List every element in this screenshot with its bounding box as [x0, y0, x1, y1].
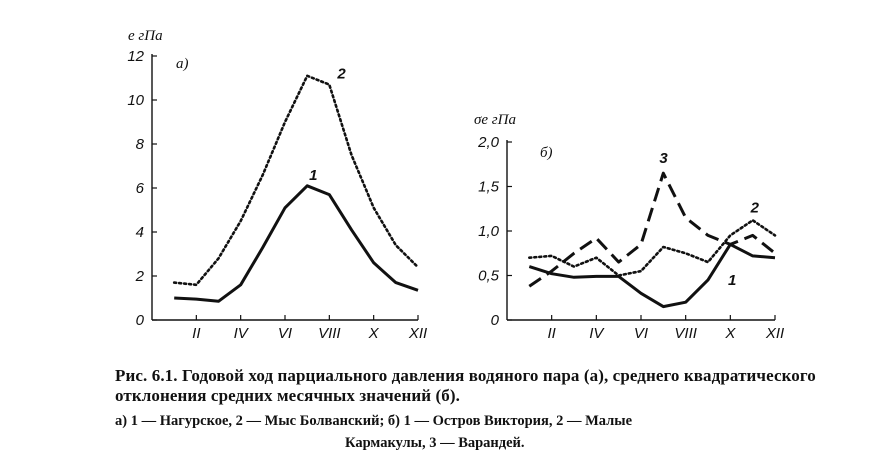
legend-caption-line-2: Кармакулы, 3 — Варандей. [345, 435, 525, 451]
series-line-2 [172, 74, 420, 287]
x-tick-label: II [192, 325, 200, 342]
y-tick-label: 10 [127, 92, 144, 109]
x-tick-label: VI [634, 325, 648, 342]
x-tick-label: VI [278, 325, 292, 342]
series-line-2 [527, 219, 777, 277]
y-axis-title: e гПа [128, 28, 163, 44]
y-tick-label: 1,5 [478, 179, 500, 196]
x-tick-label: VIII [674, 325, 697, 342]
panel-label: б) [540, 145, 553, 161]
series-label-1: 1 [728, 272, 736, 289]
legend-caption-line-1: а) 1 — Нагурское, 2 — Мыс Болванский; б)… [115, 413, 633, 429]
y-tick-label: 12 [127, 48, 144, 65]
series-label-1: 1 [309, 167, 317, 184]
x-tick-label: II [547, 325, 555, 342]
x-tick-label: X [724, 325, 736, 342]
x-tick-label: VIII [318, 325, 341, 342]
y-tick-label: 0 [491, 312, 500, 329]
y-axis-title: σe гПа [474, 112, 516, 128]
y-tick-label: 2 [135, 268, 145, 285]
panel-b: 0 0,5 1,0 1,5 2,0 II IV VI VIII X XII σe гПа б) 1 2 3 [474, 112, 784, 342]
figure-caption: Рис. 6.1. Годовой ход парциального давле… [115, 366, 816, 405]
x-tick-label: IV [589, 325, 605, 342]
series-label-3: 3 [659, 150, 668, 167]
y-tick-label: 4 [136, 224, 144, 241]
y-tick-label: 2,0 [477, 134, 500, 151]
figure-legend-caption: а) 1 — Нагурское, 2 — Мыс Болванский; б)… [115, 410, 835, 454]
series-label-2: 2 [336, 66, 346, 83]
x-tick-label: IV [234, 325, 250, 342]
y-tick-label: 0 [136, 312, 145, 329]
x-tick-label: X [368, 325, 380, 342]
y-tick-label: 6 [136, 180, 145, 197]
x-tick-label: XII [408, 325, 427, 342]
panel-label: а) [176, 56, 189, 72]
y-tick-label: 0,5 [478, 268, 500, 285]
y-tick-label: 8 [136, 136, 145, 153]
series-label-2: 2 [750, 199, 760, 216]
x-tick-label: XII [765, 325, 784, 342]
series-line-1 [174, 184, 419, 303]
series-line-3 [528, 171, 776, 288]
series-line-1 [528, 242, 776, 309]
y-tick-label: 1,0 [478, 223, 500, 240]
